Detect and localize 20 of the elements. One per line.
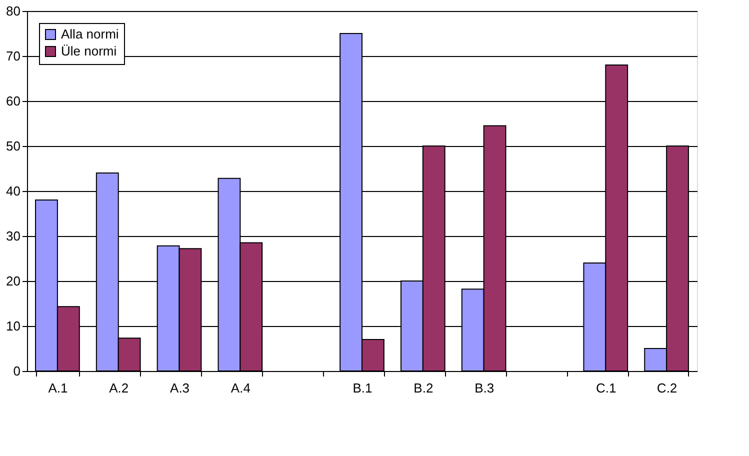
x-tick-label: A.1 <box>48 380 68 396</box>
y-tick-label: 10 <box>6 318 20 334</box>
x-tick-label: B.3 <box>474 380 494 396</box>
x-tick-label: A.4 <box>230 380 250 396</box>
y-tick-label: 20 <box>6 274 20 288</box>
y-tick-label: 30 <box>6 228 20 244</box>
y-tick-label: 40 <box>6 184 20 198</box>
x-tick-label: B.1 <box>352 380 372 396</box>
x-tick-label: A.3 <box>170 380 190 396</box>
y-tick-label: 70 <box>6 48 20 64</box>
y-tick-label: 50 <box>6 138 20 154</box>
legend-label: Üle normi <box>61 44 117 58</box>
y-tick-label: 0 <box>13 364 20 378</box>
legend-label: Alla normi <box>61 26 119 42</box>
y-tick-label: 60 <box>6 94 20 108</box>
x-tick-label: C.2 <box>656 380 678 396</box>
x-tick-label: B.2 <box>414 380 434 396</box>
x-tick-label: A.2 <box>109 380 129 396</box>
y-tick-label: 80 <box>6 4 20 18</box>
x-tick-label: C.1 <box>596 380 616 396</box>
